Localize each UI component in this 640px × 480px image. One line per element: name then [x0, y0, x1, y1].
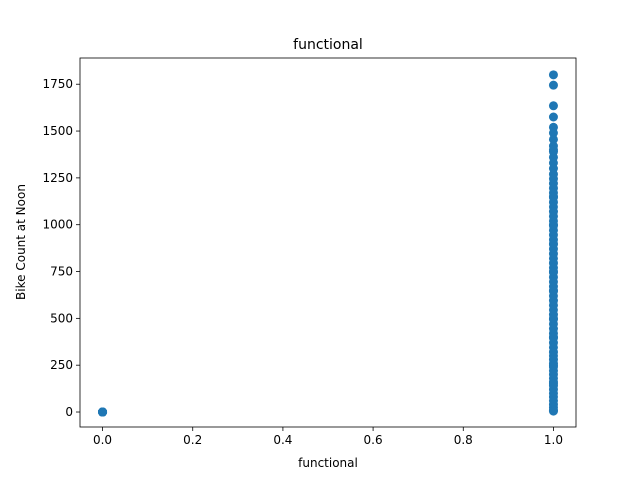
data-points [98, 70, 558, 417]
data-point [548, 379, 558, 389]
x-tick-label: 0.8 [454, 433, 473, 447]
data-point [548, 134, 558, 144]
x-tick-label: 0.6 [364, 433, 383, 447]
x-tick-label: 1.0 [544, 433, 563, 447]
data-point [548, 238, 558, 248]
data-point [548, 80, 558, 90]
x-tick-label: 0.0 [93, 433, 112, 447]
y-tick-label: 1000 [42, 218, 73, 232]
data-point [548, 70, 558, 80]
data-point [548, 313, 558, 323]
chart-title: functional [293, 37, 363, 53]
data-point [548, 192, 558, 202]
data-point [548, 220, 558, 230]
data-point [98, 407, 108, 417]
data-point [548, 285, 558, 295]
data-point [548, 406, 558, 416]
y-axis-label: Bike Count at Noon [14, 184, 28, 300]
y-axis-ticks: 0 250 500 750 1000 1250 1500 1750 [42, 77, 80, 419]
y-tick-label: 250 [50, 358, 73, 372]
y-tick-label: 1500 [42, 124, 73, 138]
y-tick-label: 1250 [42, 171, 73, 185]
data-point [548, 360, 558, 370]
plot-area [80, 58, 576, 427]
data-point [548, 112, 558, 122]
data-point [548, 332, 558, 342]
data-point [548, 128, 558, 138]
axes-frame [79, 57, 577, 428]
data-point [548, 267, 558, 277]
y-tick-label: 500 [50, 311, 73, 325]
y-tick-label: 750 [50, 265, 73, 279]
x-tick-label: 0.4 [273, 433, 292, 447]
x-axis-label: functional [298, 456, 358, 470]
data-point [548, 101, 558, 111]
x-axis-ticks: 0.0 0.2 0.4 0.6 0.8 1.0 [93, 427, 563, 447]
data-point [548, 145, 558, 155]
y-tick-label: 0 [65, 405, 73, 419]
x-tick-label: 0.2 [183, 433, 202, 447]
y-tick-label: 1750 [42, 77, 73, 91]
